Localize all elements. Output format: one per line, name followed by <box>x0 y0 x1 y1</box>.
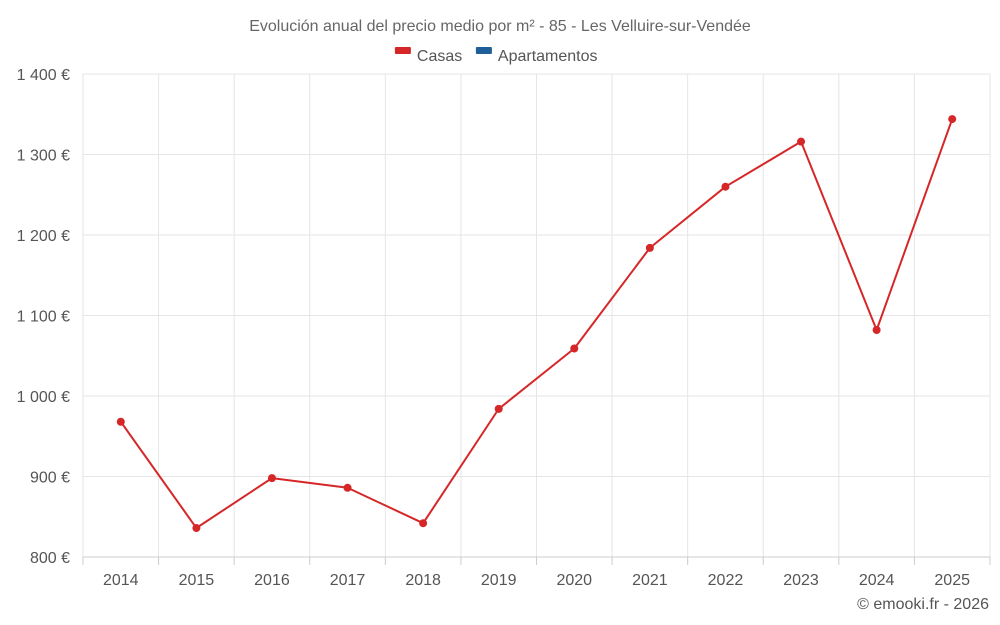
y-tick-label: 1 100 € <box>17 309 70 326</box>
grid <box>82 73 991 557</box>
y-tick-label: 800 € <box>30 550 70 567</box>
legend-label-casas[interactable]: Casas <box>417 48 462 65</box>
data-point-casas-2024[interactable] <box>872 325 881 334</box>
x-axis: 2014 2015 2016 2017 2018 2019 2020 2021 2022 2023… <box>82 556 991 589</box>
x-tick-label-2020: 2020 <box>556 572 592 589</box>
series-line-casas <box>119 118 954 530</box>
data-point-casas-2022[interactable] <box>721 182 730 191</box>
y-tick-label: 1 400 € <box>17 67 70 84</box>
data-point-casas-2019[interactable] <box>494 404 503 413</box>
y-tick-label: 1 200 € <box>17 228 70 245</box>
legend-swatch-apartamentos[interactable] <box>475 47 492 54</box>
series-layer <box>116 115 957 533</box>
x-tick-label-2016: 2016 <box>254 572 290 589</box>
data-point-casas-2025[interactable] <box>948 115 957 124</box>
data-point-casas-2015[interactable] <box>192 524 201 533</box>
data-point-casas-2016[interactable] <box>267 474 276 483</box>
x-tick-label-2019: 2019 <box>481 572 517 589</box>
x-tick-label-2018: 2018 <box>405 572 441 589</box>
data-point-casas-2021[interactable] <box>645 243 654 252</box>
y-tick-label: 900 € <box>30 470 70 487</box>
y-axis: 800 € 900 € 1 000 € 1 100 € 1 200 € 1 300 € 1 … <box>17 67 70 567</box>
x-tick-label-2025: 2025 <box>934 572 970 589</box>
legend: Casas Apartamentos <box>394 47 598 65</box>
x-tick-label-2023: 2023 <box>783 572 819 589</box>
x-tick-label-2022: 2022 <box>708 572 744 589</box>
y-tick-label: 1 300 € <box>17 148 70 165</box>
data-point-casas-2023[interactable] <box>797 137 806 146</box>
data-point-casas-2014[interactable] <box>116 417 125 426</box>
x-tick-label-2017: 2017 <box>330 572 366 589</box>
data-point-casas-2018[interactable] <box>419 519 428 528</box>
data-point-casas-2017[interactable] <box>343 483 352 492</box>
credit-text: © emooki.fr - 2026 <box>857 596 989 613</box>
x-tick-label-2024: 2024 <box>859 572 895 589</box>
chart-title: Evolución anual del precio medio por m² … <box>249 18 751 35</box>
y-tick-label: 1 000 € <box>17 389 70 406</box>
x-tick-label-2015: 2015 <box>179 572 215 589</box>
x-tick-label-2014: 2014 <box>103 572 139 589</box>
legend-swatch-casas[interactable] <box>394 47 411 54</box>
legend-label-apartamentos[interactable]: Apartamentos <box>498 48 598 65</box>
x-tick-label-2021: 2021 <box>632 572 668 589</box>
data-point-casas-2020[interactable] <box>570 344 579 353</box>
